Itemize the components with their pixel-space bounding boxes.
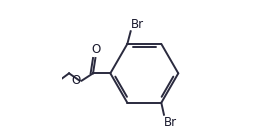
Text: O: O [91,43,100,56]
Text: Br: Br [164,116,178,129]
Text: Br: Br [131,18,144,31]
Text: O: O [71,74,81,87]
